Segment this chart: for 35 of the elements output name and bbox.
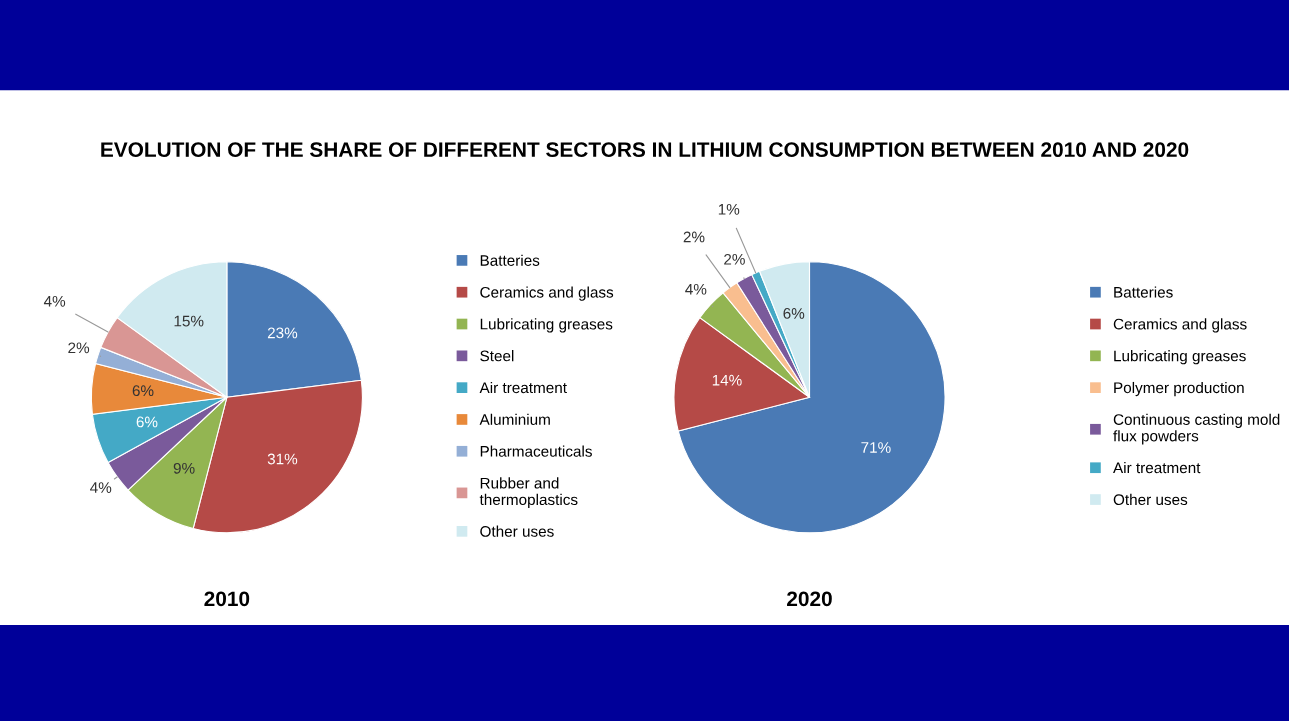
data-label: 4% (90, 482, 112, 493)
data-label: 6% (132, 385, 154, 397)
legend-label: Polymer production (1114, 381, 1244, 397)
data-label: 2% (68, 342, 90, 354)
legend-label: Other uses (480, 525, 554, 537)
legend-label: Lubricating greases (1114, 350, 1246, 365)
data-label: 1% (718, 204, 740, 215)
data-label: 71% (861, 442, 891, 453)
legend-label: Other uses (1113, 493, 1188, 506)
legend-label: Batteries (480, 254, 540, 266)
legend-label: Rubber and thermoplastics (479, 477, 578, 509)
legend-label: Air treatment (479, 381, 567, 394)
legend-label: Pharmaceuticals (480, 445, 592, 457)
legend-label: Continuous casting mold flux powders (1113, 413, 1280, 445)
data-label: 31% (267, 453, 298, 465)
data-label: 6% (783, 308, 805, 319)
data-label: 2% (724, 253, 745, 265)
data-label: 14% (712, 374, 742, 386)
data-label: 2% (683, 231, 705, 243)
text: 2020 (787, 591, 832, 607)
legend-label: Ceramics and glass (480, 286, 614, 301)
legend-label: Aluminium (479, 413, 550, 425)
data-label: 6% (136, 416, 158, 428)
text: 2010 (204, 591, 250, 607)
data-label: 9% (173, 462, 195, 474)
data-label: 4% (43, 295, 66, 307)
data-label: 23% (267, 327, 298, 339)
legend-label: Air treatment (1113, 462, 1201, 474)
legend-label: Batteries (1114, 286, 1173, 298)
data-label: 4% (685, 283, 707, 295)
legend-label: Ceramics and glass (1113, 318, 1247, 333)
legend-label: Lubricating greases (480, 318, 613, 333)
legend-label: Steel (480, 350, 514, 362)
data-label: 15% (174, 315, 204, 327)
chart-title: EVOLUTION OF THE SHARE OF DIFFERENT SECTORS IN LITHIUM CONSUMPTION BETWEEN 2010 AND 2020 (101, 142, 1189, 157)
